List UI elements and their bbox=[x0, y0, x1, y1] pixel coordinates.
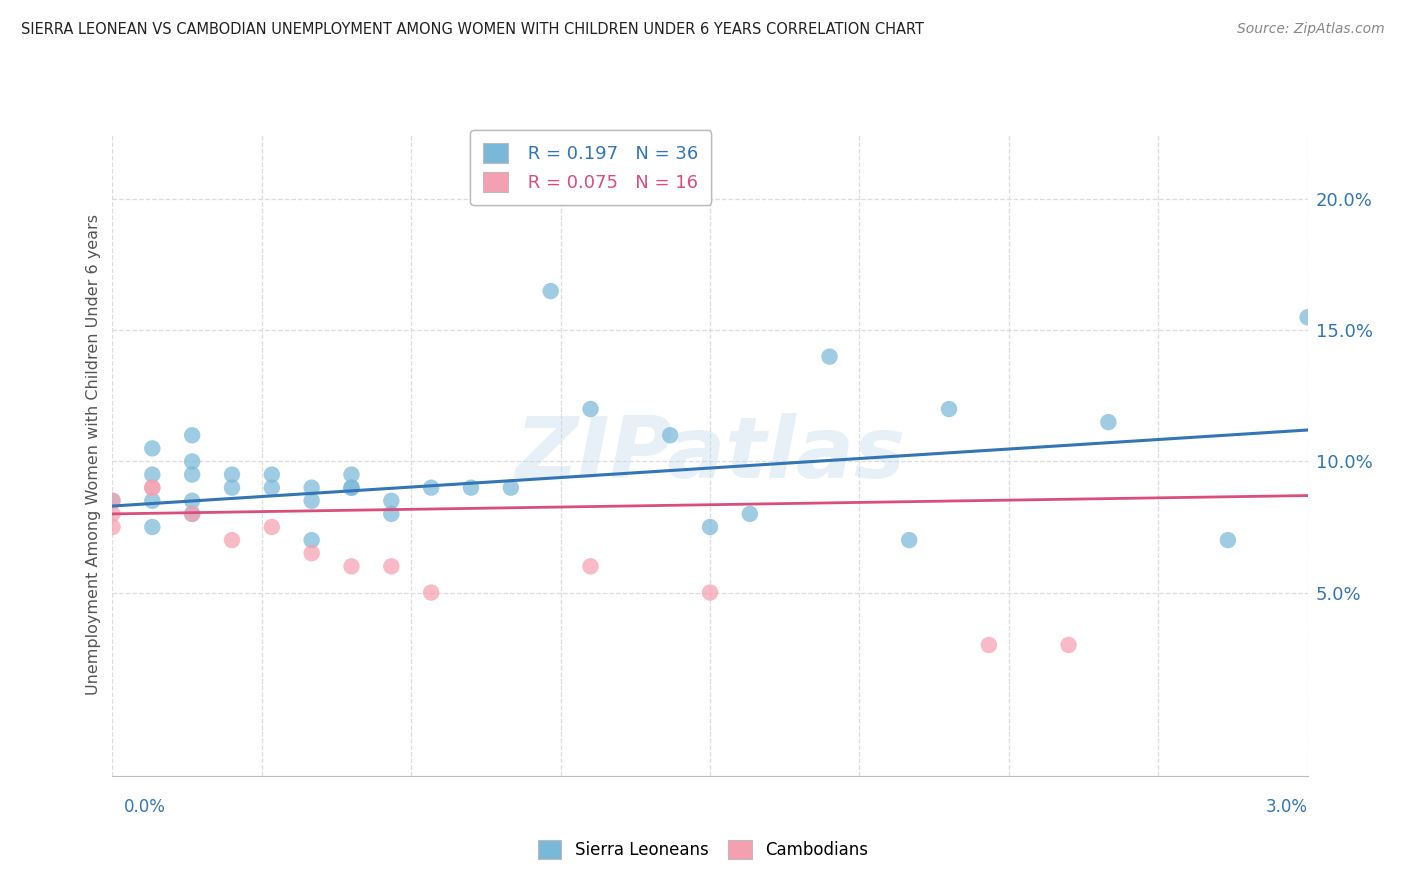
Point bbox=[301, 533, 323, 548]
Point bbox=[301, 493, 323, 508]
Point bbox=[101, 520, 124, 534]
Point bbox=[101, 493, 124, 508]
Point bbox=[540, 284, 562, 298]
Point bbox=[699, 520, 721, 534]
Point bbox=[340, 559, 363, 574]
Text: ZIPatlas: ZIPatlas bbox=[515, 413, 905, 497]
Point bbox=[260, 520, 283, 534]
Point bbox=[340, 481, 363, 495]
Point bbox=[301, 481, 323, 495]
Point bbox=[499, 481, 522, 495]
Legend: Sierra Leoneans, Cambodians: Sierra Leoneans, Cambodians bbox=[531, 833, 875, 866]
Point bbox=[141, 493, 163, 508]
Legend:  R = 0.197   N = 36,  R = 0.075   N = 16: R = 0.197 N = 36, R = 0.075 N = 16 bbox=[470, 130, 711, 205]
Point bbox=[101, 507, 124, 521]
Point bbox=[340, 481, 363, 495]
Point bbox=[380, 559, 402, 574]
Point bbox=[579, 559, 602, 574]
Point bbox=[340, 467, 363, 482]
Text: 0.0%: 0.0% bbox=[124, 798, 166, 816]
Point bbox=[141, 520, 163, 534]
Point bbox=[181, 507, 204, 521]
Point bbox=[141, 467, 163, 482]
Point bbox=[818, 350, 841, 364]
Point bbox=[380, 507, 402, 521]
Point bbox=[1097, 415, 1119, 429]
Point bbox=[1057, 638, 1080, 652]
Point bbox=[301, 546, 323, 560]
Text: Source: ZipAtlas.com: Source: ZipAtlas.com bbox=[1237, 22, 1385, 37]
Y-axis label: Unemployment Among Women with Children Under 6 years: Unemployment Among Women with Children U… bbox=[86, 214, 101, 696]
Point bbox=[101, 493, 124, 508]
Point bbox=[181, 507, 204, 521]
Point bbox=[1296, 310, 1319, 325]
Point bbox=[181, 428, 204, 442]
Point bbox=[699, 585, 721, 599]
Point bbox=[221, 481, 243, 495]
Point bbox=[579, 402, 602, 417]
Point bbox=[659, 428, 682, 442]
Point bbox=[221, 533, 243, 548]
Point bbox=[977, 638, 1000, 652]
Point bbox=[260, 467, 283, 482]
Point bbox=[181, 454, 204, 468]
Point bbox=[181, 493, 204, 508]
Point bbox=[141, 442, 163, 456]
Point bbox=[1216, 533, 1239, 548]
Point bbox=[898, 533, 921, 548]
Point bbox=[221, 467, 243, 482]
Text: 3.0%: 3.0% bbox=[1265, 798, 1308, 816]
Point bbox=[260, 481, 283, 495]
Point bbox=[141, 481, 163, 495]
Point bbox=[420, 481, 443, 495]
Point bbox=[181, 467, 204, 482]
Text: SIERRA LEONEAN VS CAMBODIAN UNEMPLOYMENT AMONG WOMEN WITH CHILDREN UNDER 6 YEARS: SIERRA LEONEAN VS CAMBODIAN UNEMPLOYMENT… bbox=[21, 22, 924, 37]
Point bbox=[420, 585, 443, 599]
Point bbox=[738, 507, 761, 521]
Point bbox=[938, 402, 960, 417]
Point bbox=[380, 493, 402, 508]
Point bbox=[141, 481, 163, 495]
Point bbox=[460, 481, 482, 495]
